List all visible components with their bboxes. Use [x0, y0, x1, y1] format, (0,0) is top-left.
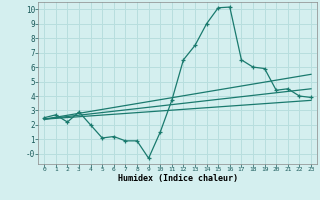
X-axis label: Humidex (Indice chaleur): Humidex (Indice chaleur) [118, 174, 238, 183]
